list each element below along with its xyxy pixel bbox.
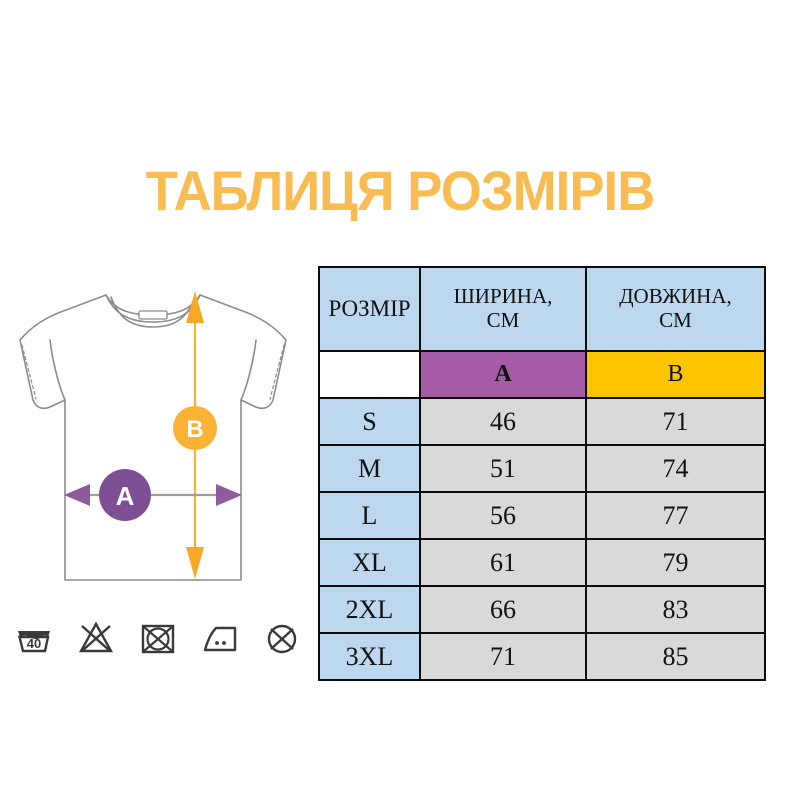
key-cell-blank	[318, 350, 421, 399]
table-row: XL 61 79	[318, 538, 766, 587]
cell-width: 71	[419, 632, 587, 681]
header-width-line1: ШИРИНА,	[453, 284, 553, 309]
do-not-bleach-icon	[76, 618, 116, 658]
measure-a-label: A	[116, 481, 135, 511]
table-row: S 46 71	[318, 397, 766, 446]
table-row: 3XL 71 85	[318, 632, 766, 681]
table-body: S 46 71 M 51 74 L 56 77 XL 61 79 2XL 66 …	[318, 397, 766, 681]
measure-b-badge	[173, 406, 217, 450]
table-row: 2XL 66 83	[318, 585, 766, 634]
key-cell-a: A	[419, 350, 587, 399]
neck-label-icon	[138, 310, 168, 320]
cell-length: 71	[585, 397, 766, 446]
cell-width: 46	[419, 397, 587, 446]
cell-size: 3XL	[318, 632, 421, 681]
cell-size: M	[318, 444, 421, 493]
cell-size: XL	[318, 538, 421, 587]
page-title: ТАБЛИЦЯ РОЗМІРІВ	[145, 159, 656, 222]
header-width-line2: СМ	[486, 308, 520, 332]
wash-temp-label: 40	[27, 636, 41, 651]
measure-a-arrow: A	[64, 469, 242, 521]
table-key-row: A B	[318, 350, 766, 399]
cell-width: 56	[419, 491, 587, 540]
cell-width: 61	[419, 538, 587, 587]
cell-length: 77	[585, 491, 766, 540]
key-cell-b: B	[585, 350, 766, 399]
header-size: РОЗМІР	[318, 266, 421, 352]
header-length-line1: ДОВЖИНА,	[619, 284, 732, 309]
cell-width: 66	[419, 585, 587, 634]
cell-width: 51	[419, 444, 587, 493]
header-length-line2: СМ	[659, 308, 692, 332]
table-row: M 51 74	[318, 444, 766, 493]
measure-b-label: B	[186, 416, 203, 443]
measure-a-badge	[99, 469, 151, 521]
cell-size: L	[318, 491, 421, 540]
table-header-row: РОЗМІР ШИРИНА, СМ ДОВЖИНА, СМ	[318, 266, 766, 352]
wash-40-icon: 40	[14, 618, 54, 658]
cell-length: 85	[585, 632, 766, 681]
care-symbols-row: 40	[14, 612, 304, 664]
iron-medium-icon	[200, 618, 240, 658]
do-not-dry-clean-icon	[262, 618, 302, 658]
tshirt-diagram: B A	[8, 288, 298, 593]
header-width: ШИРИНА, СМ	[419, 266, 587, 352]
cell-length: 79	[585, 538, 766, 587]
table-row: L 56 77	[318, 491, 766, 540]
header-length: ДОВЖИНА, СМ	[585, 266, 766, 352]
tshirt-outline-icon	[19, 294, 287, 581]
measure-b-arrow: B	[173, 291, 217, 579]
cell-size: S	[318, 397, 421, 446]
cell-length: 83	[585, 585, 766, 634]
size-table: РОЗМІР ШИРИНА, СМ ДОВЖИНА, СМ A B S 46 7…	[318, 266, 766, 681]
cell-size: 2XL	[318, 585, 421, 634]
cell-length: 74	[585, 444, 766, 493]
do-not-tumble-dry-icon	[138, 618, 178, 658]
